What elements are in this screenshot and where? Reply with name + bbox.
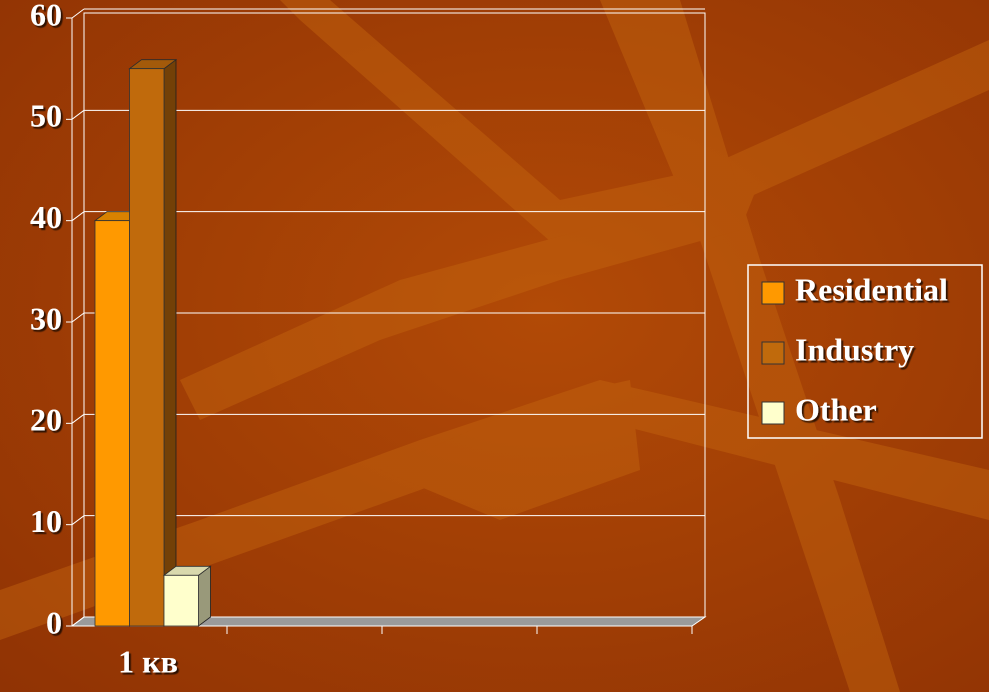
y-tick-label: 0 bbox=[46, 604, 62, 640]
bar bbox=[129, 68, 165, 627]
legend: Residential Industry Other bbox=[747, 264, 983, 439]
grid-line-side bbox=[71, 211, 85, 222]
legend-swatch bbox=[761, 281, 785, 305]
grid-line-side bbox=[71, 515, 85, 526]
y-tick-label: 30 bbox=[30, 300, 62, 336]
bar-side bbox=[198, 565, 211, 627]
y-tick-label: 10 bbox=[30, 503, 62, 539]
legend-box bbox=[747, 264, 983, 439]
plot-area bbox=[66, 8, 707, 634]
legend-label: Industry bbox=[795, 331, 914, 367]
y-tick-label: 60 bbox=[30, 0, 62, 32]
back-wall bbox=[83, 12, 706, 618]
grid-line-side bbox=[71, 616, 85, 627]
legend-swatch bbox=[761, 341, 785, 365]
bar-side bbox=[163, 58, 177, 627]
grid-line-side bbox=[71, 312, 85, 323]
legend-label: Other bbox=[795, 391, 877, 427]
bar bbox=[163, 574, 199, 627]
legend-label: Residential bbox=[795, 271, 948, 307]
y-tick-label: 50 bbox=[30, 98, 62, 134]
bar bbox=[94, 220, 130, 627]
grid-line-side bbox=[71, 413, 85, 424]
grid-line-side bbox=[71, 8, 85, 19]
y-tick-label: 20 bbox=[30, 402, 62, 438]
grid-line-side bbox=[71, 109, 85, 120]
x-tick-label: 1 кв bbox=[118, 643, 178, 679]
legend-swatch bbox=[761, 401, 785, 425]
y-tick-label: 40 bbox=[30, 199, 62, 235]
